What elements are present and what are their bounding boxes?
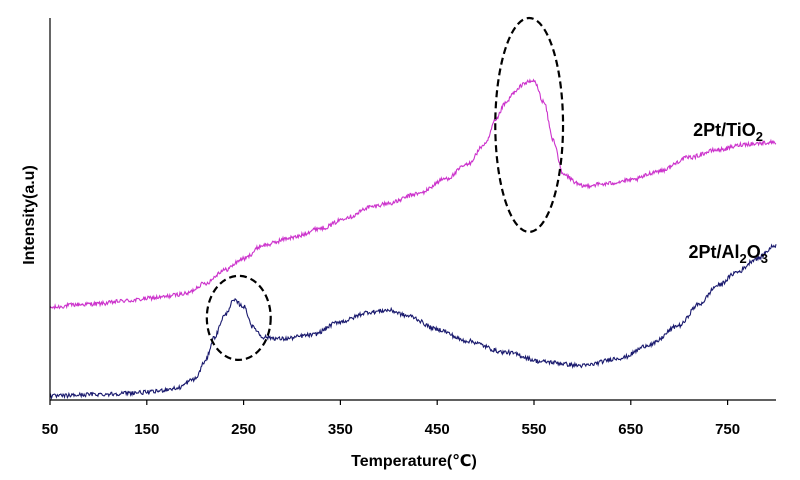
y-axis-label: Intensity(a.u): [21, 165, 38, 265]
x-tick-label: 50: [42, 421, 59, 438]
peak-highlight-tio2: [494, 16, 565, 234]
series-label-al2o3: 2Pt/Al2O3: [689, 242, 769, 266]
peak-highlight-al2o3: [205, 274, 272, 361]
x-tick-label: 250: [231, 421, 256, 438]
x-tick-label: 150: [134, 421, 159, 438]
x-tick-label: 450: [425, 421, 450, 438]
series-line-tio2: [49, 78, 777, 310]
x-tick-label: 650: [618, 421, 643, 438]
x-tick-label: 750: [715, 421, 740, 438]
x-axis-label: Temperature(℃): [351, 453, 477, 470]
x-tick-label: 350: [328, 421, 353, 438]
x-tick-label: 550: [521, 421, 546, 438]
series-label-tio2: 2Pt/TiO2: [693, 120, 763, 144]
series-line-al2o3: [49, 243, 777, 401]
